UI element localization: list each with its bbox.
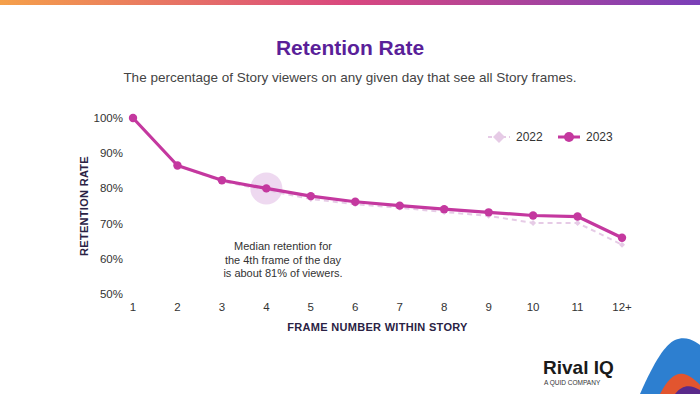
x-tick-label: 12+ bbox=[612, 301, 632, 313]
x-tick-label: 3 bbox=[219, 301, 225, 313]
series-line bbox=[133, 118, 622, 245]
legend-label: 2022 bbox=[516, 130, 543, 144]
x-tick-label: 11 bbox=[572, 301, 584, 313]
series-line bbox=[133, 118, 622, 238]
annotation: Median retention for bbox=[234, 240, 332, 252]
y-tick-label: 50% bbox=[100, 288, 123, 300]
point bbox=[440, 205, 448, 213]
y-tick bbox=[129, 223, 132, 224]
legend-marker bbox=[564, 132, 574, 142]
legend-label: 2023 bbox=[586, 130, 613, 144]
brand-tagline: A QUID COMPANY bbox=[544, 379, 601, 387]
logo-wave bbox=[640, 338, 700, 394]
title: Retention Rate bbox=[276, 36, 424, 59]
legend-marker bbox=[493, 131, 505, 143]
top-bar bbox=[0, 0, 700, 5]
y-axis-title: RETENTION RATE bbox=[78, 156, 90, 256]
point bbox=[573, 212, 581, 220]
y-tick bbox=[129, 153, 132, 154]
x-tick-label: 2 bbox=[174, 301, 180, 313]
chart: Retention Rate The percentage of Story vi… bbox=[0, 0, 700, 394]
logo-wave bbox=[660, 374, 700, 394]
point bbox=[351, 198, 359, 206]
point bbox=[396, 201, 404, 209]
annotation: the 4th frame of the day bbox=[225, 254, 342, 266]
point bbox=[619, 242, 625, 248]
point bbox=[529, 211, 537, 219]
x-axis-title: FRAME NUMBER WITHIN STORY bbox=[287, 321, 468, 333]
point bbox=[173, 161, 181, 169]
y-tick bbox=[129, 258, 132, 259]
brand-name: Rival IQ bbox=[543, 357, 614, 378]
point bbox=[575, 220, 581, 226]
y-tick bbox=[129, 188, 132, 189]
y-tick-label: 60% bbox=[100, 253, 123, 265]
y-tick-label: 70% bbox=[100, 218, 123, 230]
point bbox=[218, 176, 226, 184]
y-tick-label: 90% bbox=[100, 147, 123, 159]
y-tick-label: 80% bbox=[100, 182, 123, 194]
x-tick-label: 4 bbox=[263, 301, 270, 313]
point bbox=[484, 208, 492, 216]
x-tick-label: 9 bbox=[485, 301, 491, 313]
x-tick-label: 7 bbox=[397, 301, 403, 313]
y-tick bbox=[129, 294, 132, 295]
plot-area bbox=[129, 114, 626, 248]
x-tick-label: 10 bbox=[527, 301, 540, 313]
logo-wave bbox=[675, 386, 700, 394]
y-tick-label: 100% bbox=[94, 112, 123, 124]
x-tick-label: 6 bbox=[352, 301, 358, 313]
point bbox=[262, 184, 270, 192]
point bbox=[530, 220, 536, 226]
x-tick-label: 5 bbox=[308, 301, 314, 313]
x-tick-label: 1 bbox=[130, 301, 136, 313]
annotation: is about 81% of viewers. bbox=[223, 267, 342, 279]
point bbox=[129, 114, 137, 122]
subtitle: The percentage of Story viewers on any g… bbox=[123, 70, 576, 85]
point bbox=[618, 233, 626, 241]
point bbox=[307, 192, 315, 200]
x-tick-label: 8 bbox=[441, 301, 447, 313]
